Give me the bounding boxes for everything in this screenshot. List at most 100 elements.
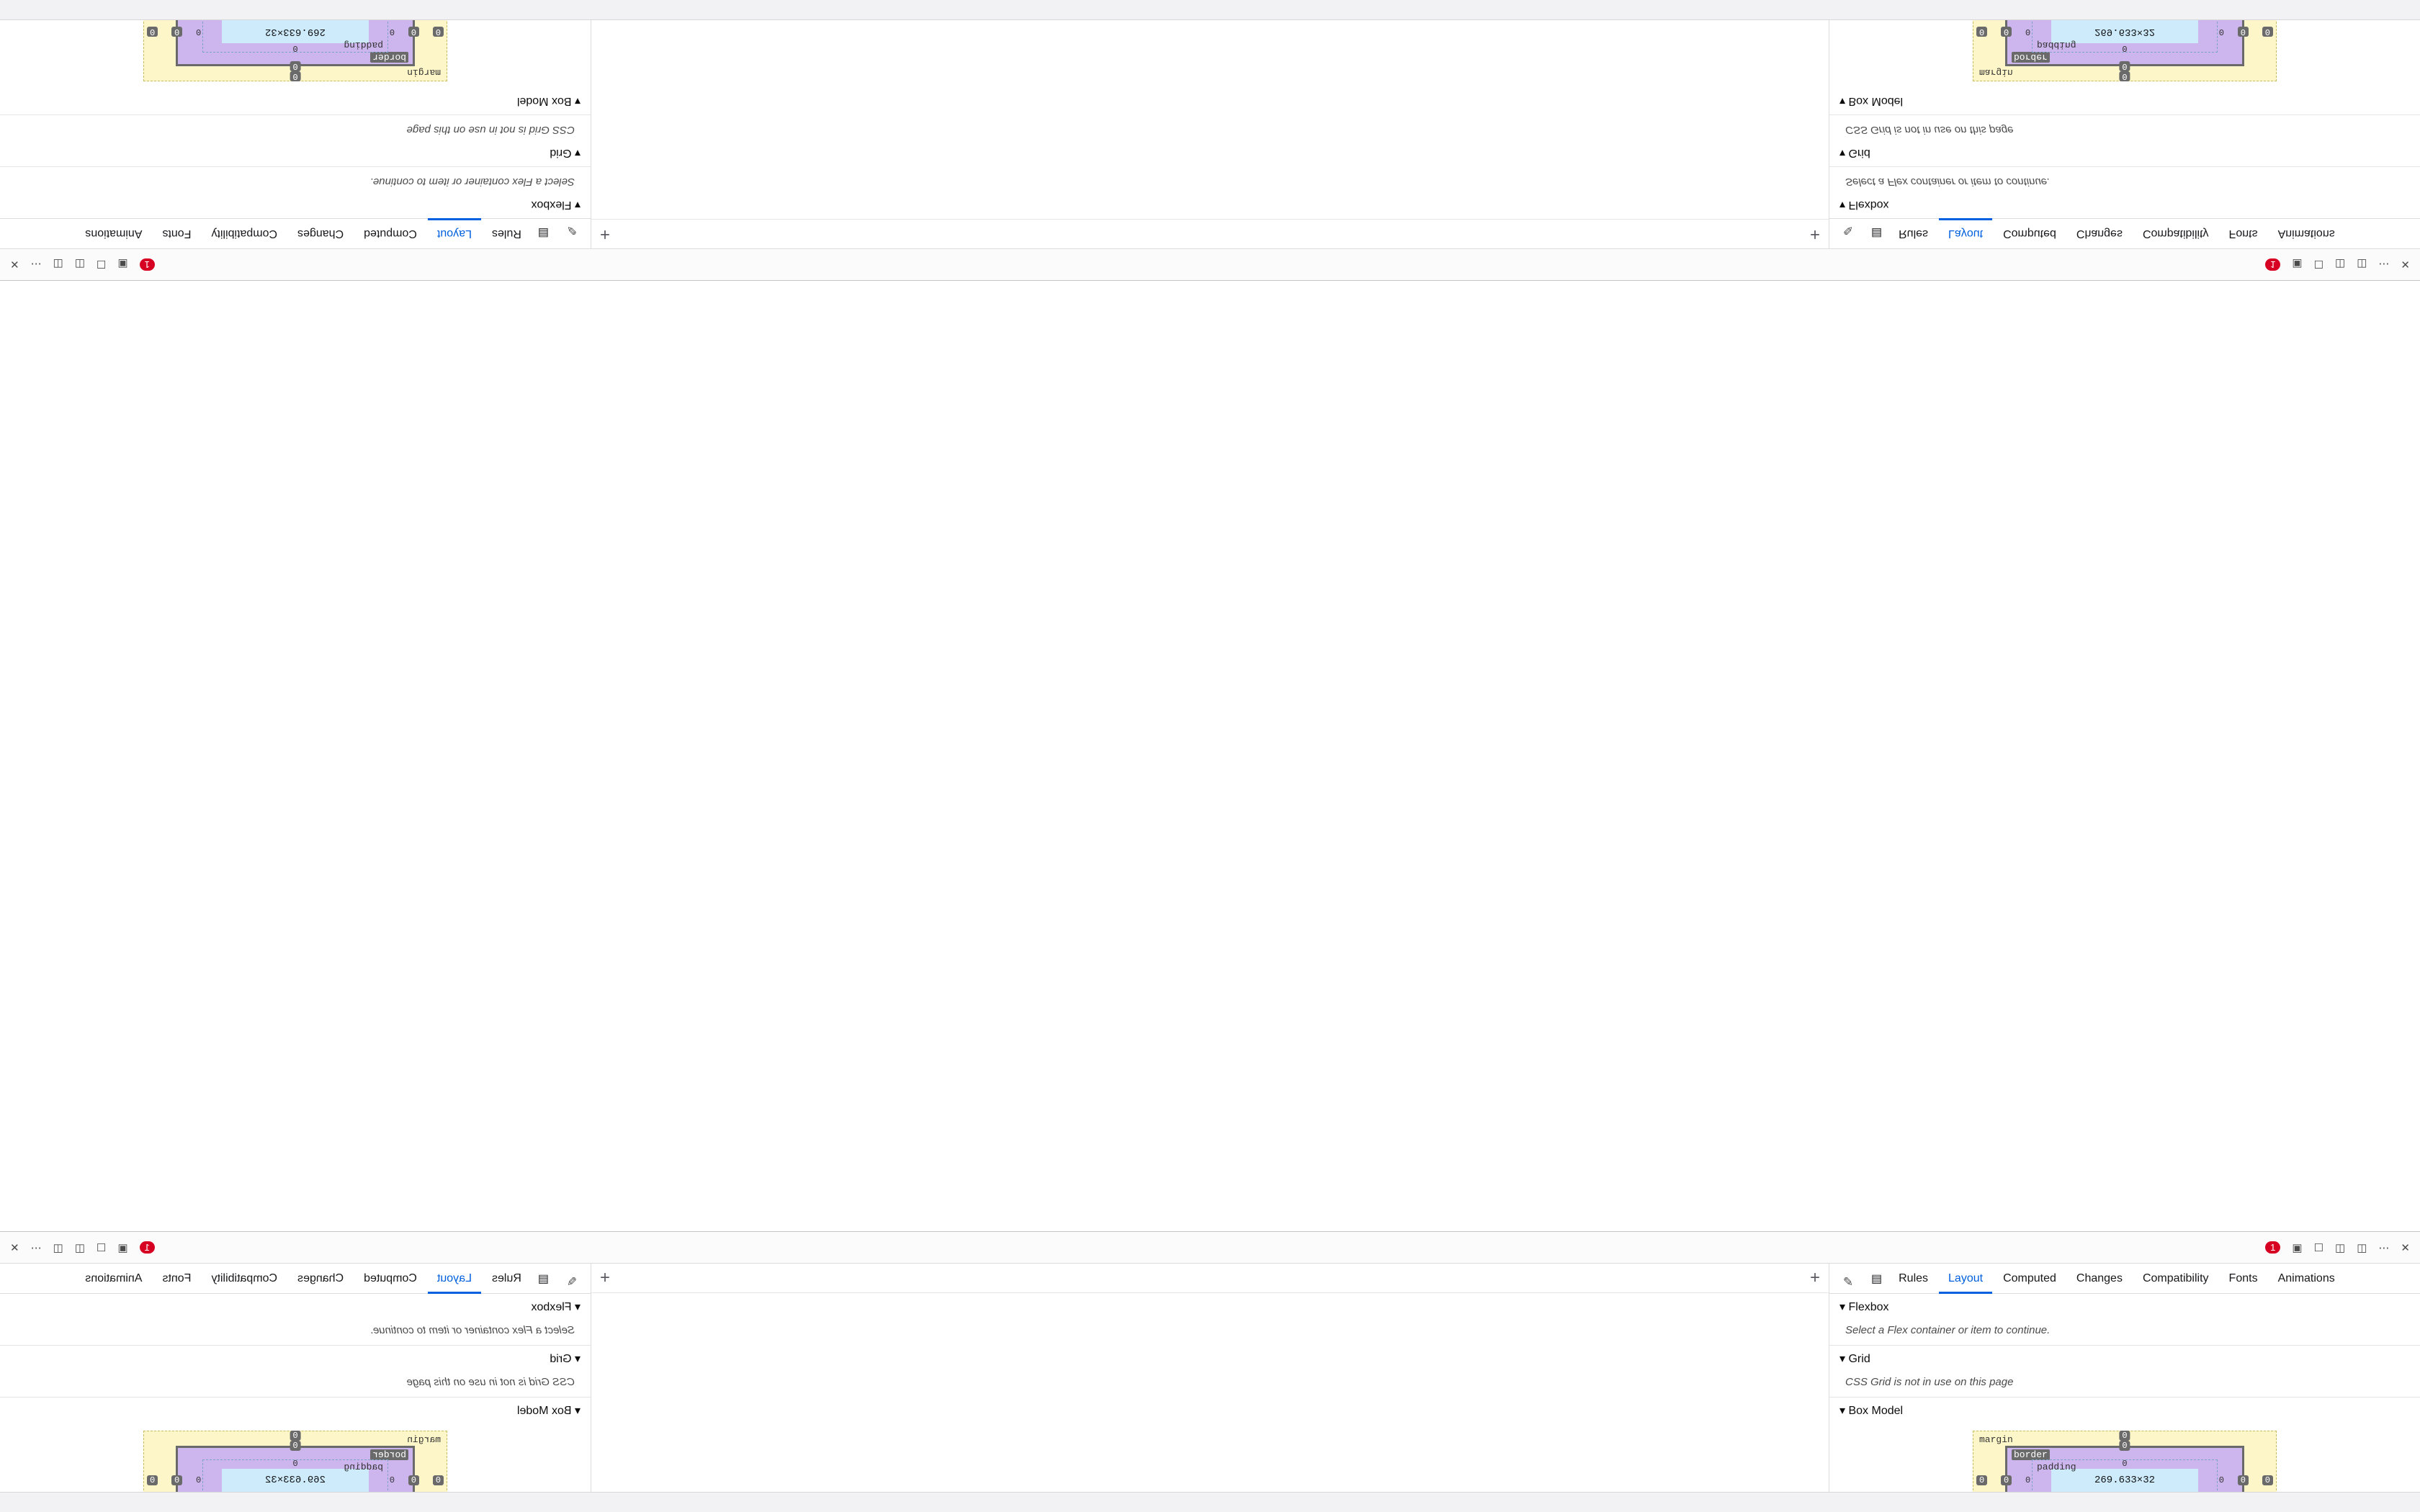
dom-tree-line[interactable]: ▾ <at">class="tw">div at">class="dcg-set… <box>1210 90 1829 108</box>
dom-tree-line[interactable]: ▾ <at">class="tw">div at">class="dcg-set… <box>1210 126 1829 144</box>
dom-tree-line[interactable]: ▾ <at">class="tw">div at">class="dcg-3d-… <box>1210 108 1829 126</box>
flexbox-title[interactable]: ▾ Flexbox <box>531 199 581 211</box>
split-console-icon[interactable]: ◫ <box>74 258 85 271</box>
close-icon[interactable]: ✕ <box>2401 258 2410 271</box>
close-icon[interactable]: ✕ <box>2401 1241 2410 1254</box>
dom-tree-line[interactable]: ▾ <at">class="tw">div at">class="dcg-lef… <box>591 180 1210 198</box>
error-count-badge[interactable]: 1 <box>2265 258 2281 271</box>
dock-icon[interactable]: ◫ <box>2357 1241 2367 1254</box>
margin-left-value[interactable]: 0 <box>1976 1475 1988 1485</box>
border-top-value[interactable]: 0 <box>290 61 301 71</box>
border-top-value[interactable]: 0 <box>2119 1441 2130 1451</box>
dom-tree-line[interactable]: ▾ <at">class="tw">div at">class="dcg-3d-… <box>591 1386 1210 1404</box>
padding-top-value[interactable]: 0 <box>2122 1459 2128 1469</box>
sidebar-collapse-icon[interactable]: ▤ <box>1871 227 1883 240</box>
close-icon[interactable]: ✕ <box>10 258 19 271</box>
margin-top-value[interactable]: 0 <box>290 71 301 81</box>
padding-right-value[interactable]: 0 <box>196 1475 202 1485</box>
padding-top-value[interactable]: 0 <box>292 43 298 53</box>
split-console-icon[interactable]: ◫ <box>2335 1241 2346 1254</box>
border-right-value[interactable]: 0 <box>171 27 183 37</box>
flexbox-title[interactable]: ▾ Flexbox <box>531 1301 581 1313</box>
sidebar-tab-computed[interactable]: Computed <box>2003 1272 2056 1284</box>
add-node-button[interactable]: + <box>1809 225 1820 244</box>
margin-left-value[interactable]: 0 <box>1976 27 1988 37</box>
search-input[interactable] <box>616 227 1210 241</box>
sidebar-tab-changes[interactable]: Changes <box>2076 1272 2123 1284</box>
boxmodel-title[interactable]: ▾ Box Model <box>516 1405 581 1417</box>
dom-tree-line[interactable]: ▾ <at">class="tw">div at">class="dcg-set… <box>1210 1368 1829 1386</box>
grid-title[interactable]: ▾ Grid <box>550 147 581 159</box>
margin-right-value[interactable]: 0 <box>2262 27 2273 37</box>
dom-tree-line[interactable]: ▾ <at">class="tw">div at">class="dcg-thr… <box>591 36 1210 54</box>
sidebar-tab-layout[interactable]: Layout <box>428 219 481 249</box>
margin-top-value[interactable]: 0 <box>290 1431 301 1441</box>
border-left-value[interactable]: 0 <box>408 1475 420 1485</box>
boxmodel-title[interactable]: ▾ Box Model <box>1839 95 1904 107</box>
border-right-value[interactable]: 0 <box>171 1475 183 1485</box>
dom-tree-line[interactable]: ▾ <at">class="tw">div at">class="dcg-rig… <box>1210 162 1829 180</box>
sidebar-tab-compatibility[interactable]: Compatibility <box>2142 228 2209 240</box>
sidebar-tab-changes[interactable]: Changes <box>297 228 344 240</box>
dom-tree-line[interactable]: ▾ <at">class="tw">div at">class="dcg-opt… <box>591 1440 1210 1458</box>
dom-tree-line[interactable]: ▾ <at">class="tw">div at">style="display… <box>1210 1350 1829 1368</box>
sidebar-tab-animations[interactable]: Animations <box>85 228 143 240</box>
dom-tree-line[interactable]: ▾ <at">class="tw">div at">style="display… <box>1210 144 1829 162</box>
margin-right-value[interactable]: 0 <box>147 1475 158 1485</box>
dom-tree-line[interactable]: ▾ <at">class="tw">div at">class="dcg-lef… <box>1210 180 1829 198</box>
dom-tree-line[interactable]: ▾ <at">class="tw">div at">class="dcg-pop… <box>1210 72 1829 90</box>
flexbox-title[interactable]: ▾ Flexbox <box>1839 1301 1889 1313</box>
dom-tree-line[interactable]: ▾ <at">class="tw">div at">class="dcg-set… <box>591 90 1210 108</box>
add-node-button[interactable]: + <box>600 225 611 244</box>
dom-tree-line[interactable]: ▾ <at">class="tw">div at">class="dcg-opt… <box>1210 1440 1829 1458</box>
error-count-badge[interactable]: 1 <box>139 258 155 271</box>
border-left-value[interactable]: 0 <box>408 27 420 37</box>
dom-tree-line[interactable]: ▾ <at">class="tw">div at">class="dcg-pop… <box>591 1422 1210 1440</box>
padding-top-value[interactable]: 0 <box>292 1459 298 1469</box>
border-top-value[interactable]: 0 <box>2119 61 2130 71</box>
eyedropper-icon[interactable]: ✎ <box>1842 1274 1854 1289</box>
responsive-design-icon[interactable]: ▣ <box>117 1241 128 1254</box>
dom-tree-line[interactable]: ▾ <at">class="tw">div at">class="dcg-lef… <box>1210 1314 1829 1332</box>
sidebar-tab-compatibility[interactable]: Compatibility <box>211 228 278 240</box>
border-right-value[interactable]: 0 <box>2237 27 2249 37</box>
sidebar-tab-computed[interactable]: Computed <box>364 1272 417 1284</box>
search-input[interactable] <box>616 1271 1210 1285</box>
screenshot-icon[interactable]: ☐ <box>2313 1241 2324 1254</box>
padding-right-value[interactable]: 0 <box>2218 1475 2224 1485</box>
dom-tree-line[interactable]: ▾ <at">class="tw">div at">class="dcg-ove… <box>591 1296 1210 1314</box>
sidebar-tab-animations[interactable]: Animations <box>2277 1272 2335 1284</box>
dom-tree[interactable]: ▾ <at">class="tw">div at">class="dcg-ove… <box>1210 0 1829 219</box>
dom-tree-line[interactable]: ▾ <at">class="tw">div at">class="dcg-ove… <box>591 198 1210 216</box>
dom-tree-line[interactable]: ▾ <at">class="tw">div at">class="dcg-opt… <box>1210 18 1829 36</box>
more-icon[interactable]: ⋯ <box>30 258 42 271</box>
padding-left-value[interactable]: 0 <box>389 1475 395 1485</box>
padding-left-value[interactable]: 0 <box>2025 27 2031 37</box>
sidebar-collapse-icon[interactable]: ▤ <box>537 227 549 240</box>
dock-icon[interactable]: ◫ <box>2357 258 2367 271</box>
dock-icon[interactable]: ◫ <box>53 1241 63 1254</box>
graph-viewport-3d[interactable]: Preferences Reverse contrast Translucent… <box>1210 756 2420 1231</box>
sidebar-collapse-icon[interactable]: ▤ <box>537 1272 549 1285</box>
more-icon[interactable]: ⋯ <box>30 1241 42 1254</box>
margin-left-value[interactable]: 0 <box>432 1475 444 1485</box>
error-count-badge[interactable]: 1 <box>2265 1241 2281 1254</box>
screenshot-icon[interactable]: ☐ <box>96 258 107 271</box>
padding-right-value[interactable]: 0 <box>2218 27 2224 37</box>
sidebar-tab-computed[interactable]: Computed <box>364 228 417 240</box>
dom-tree-line[interactable]: ▾ <at">class="tw">div at">class="dcg-3d-… <box>1210 1386 1829 1404</box>
border-left-value[interactable]: 0 <box>2000 1475 2012 1485</box>
split-console-icon[interactable]: ◫ <box>2335 258 2346 271</box>
screenshot-icon[interactable]: ☐ <box>2313 258 2324 271</box>
padding-left-value[interactable]: 0 <box>2025 1475 2031 1485</box>
padding-right-value[interactable]: 0 <box>196 27 202 37</box>
border-left-value[interactable]: 0 <box>2000 27 2012 37</box>
dom-tree-line[interactable]: ▾ <at">class="tw">div at">class="dcg-set… <box>591 126 1210 144</box>
sidebar-tab-rules[interactable]: Rules <box>491 228 521 240</box>
dom-tree[interactable]: ▾ <at">class="tw">div at">class="dcg-ove… <box>1210 1293 1829 1512</box>
dom-tree-line[interactable]: ▾ <at">class="tw">div at">class="dcg-rig… <box>1210 1332 1829 1350</box>
dom-tree-line[interactable]: ▾ <at">class="tw">div at">class="dcg-set… <box>591 1368 1210 1386</box>
dom-tree-line[interactable]: ▾ <at">class="tw">div at">class="dcg-ove… <box>1210 198 1829 216</box>
sidebar-tab-computed[interactable]: Computed <box>2003 228 2056 240</box>
split-console-icon[interactable]: ◫ <box>74 1241 85 1254</box>
